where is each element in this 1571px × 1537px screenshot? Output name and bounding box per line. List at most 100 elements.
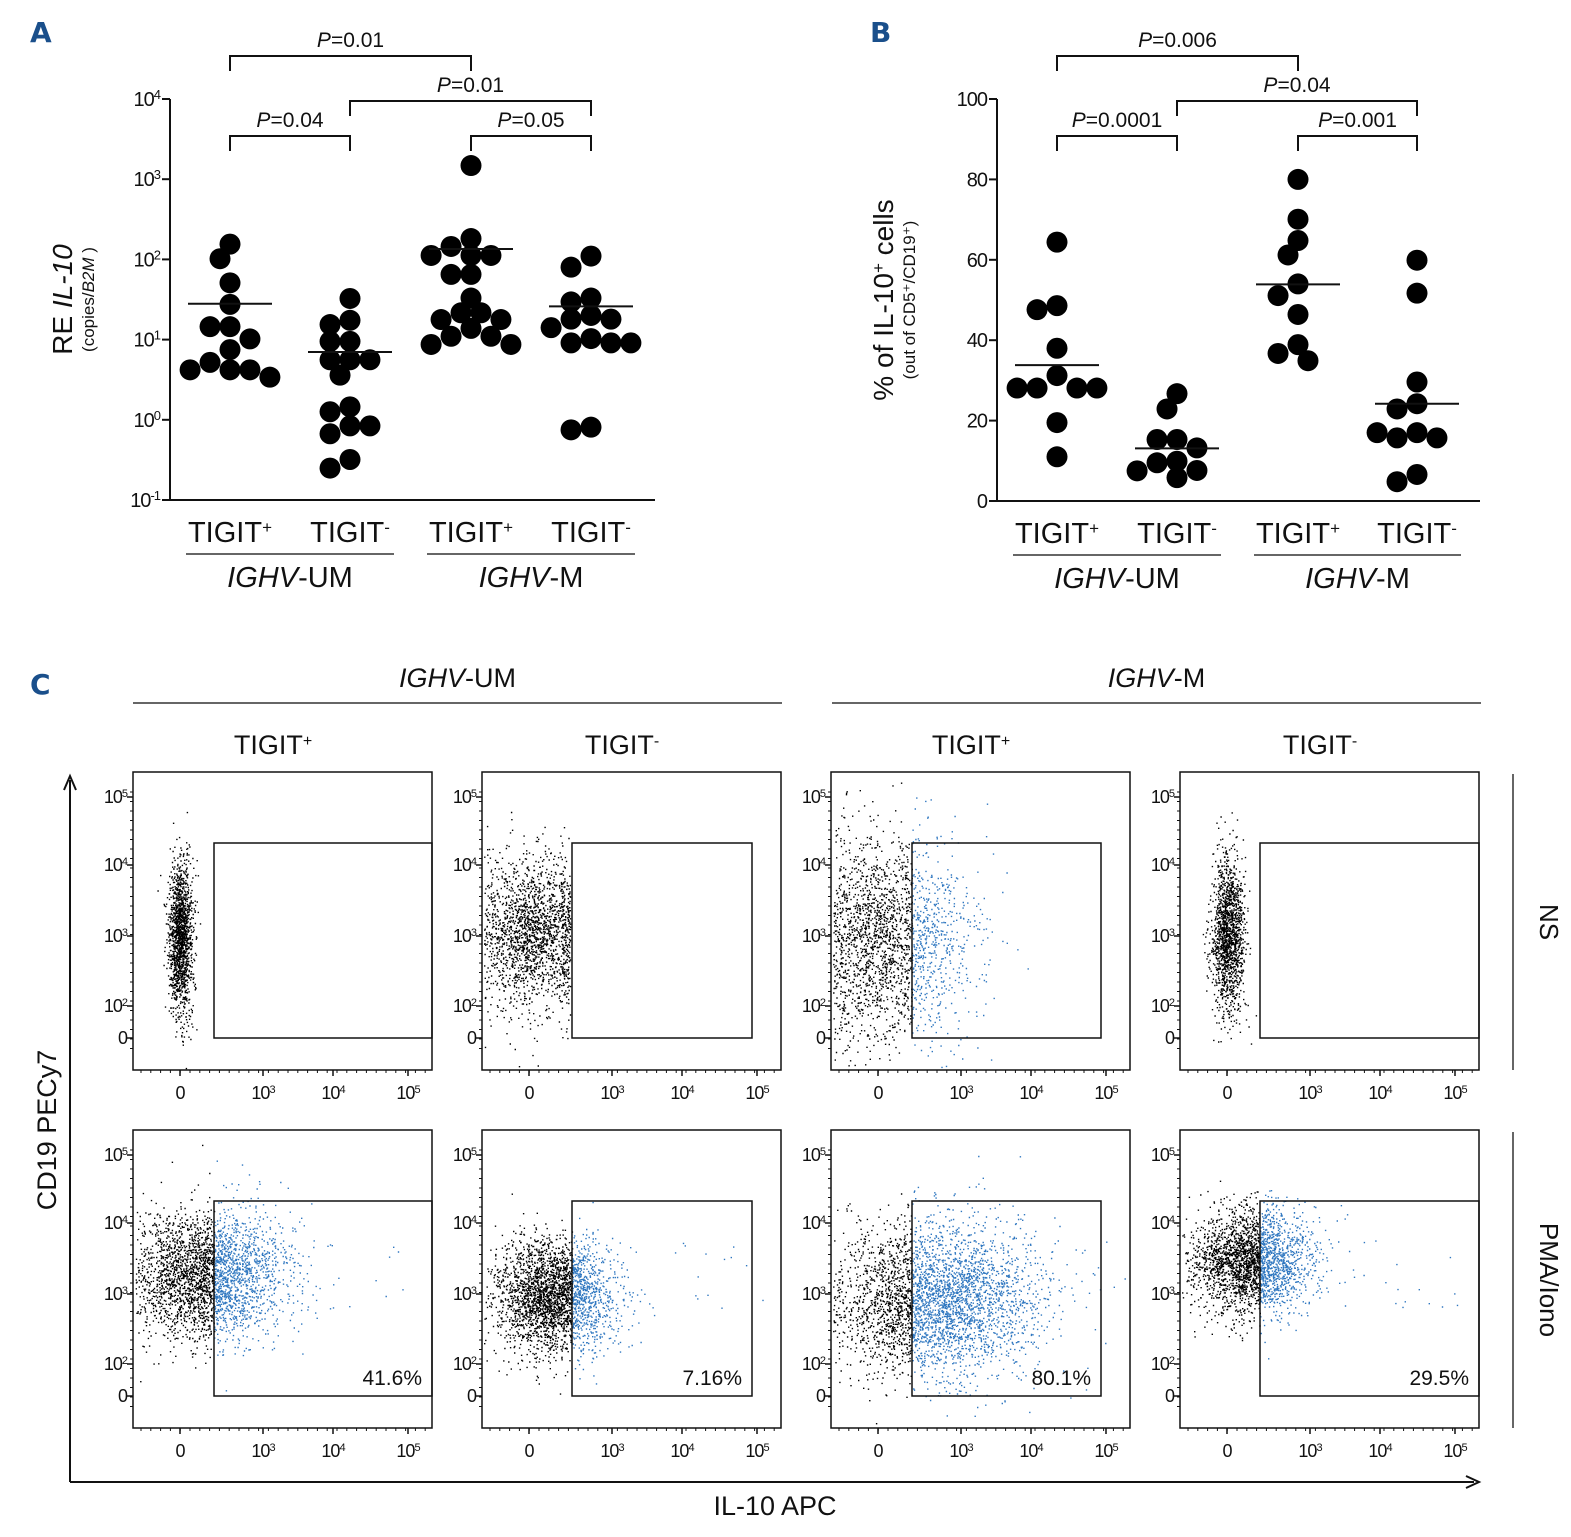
data-point <box>1086 377 1108 399</box>
significance-bracket <box>1176 100 1418 116</box>
y-tick-label: 102 <box>453 1354 477 1374</box>
y-tick-label: 103 <box>1151 926 1175 946</box>
plot-frame <box>1179 1129 1480 1429</box>
p-value-label: P=0.05 <box>497 109 564 132</box>
x-tick-label: 105 <box>1094 1441 1118 1461</box>
x-tick-label: 105 <box>745 1083 769 1103</box>
data-point <box>199 351 221 373</box>
data-point <box>1046 446 1068 468</box>
il10-gate <box>571 842 753 1039</box>
data-point <box>1406 422 1428 444</box>
x-tick-label: 105 <box>396 1441 420 1461</box>
data-point <box>1046 231 1068 253</box>
data-point <box>339 349 361 371</box>
plot-frame <box>1179 771 1480 1071</box>
y-tick-label: 102 <box>453 996 477 1016</box>
y-tick-label: 100 <box>134 407 161 432</box>
x-tick-label: 104 <box>1368 1083 1392 1103</box>
category-label: TIGIT- <box>310 517 390 549</box>
data-point <box>319 349 341 371</box>
x-tick-label: 104 <box>321 1083 345 1103</box>
data-point <box>1146 428 1168 450</box>
data-point <box>1386 471 1408 493</box>
il10-gate <box>911 842 1102 1039</box>
y-tick-label: 104 <box>104 1213 128 1233</box>
category-label: TIGIT- <box>1137 518 1217 550</box>
data-point <box>219 359 241 381</box>
significance-bracket <box>349 100 592 116</box>
data-point <box>1406 282 1428 304</box>
negative-event-dots <box>484 811 572 1068</box>
data-point <box>460 228 482 250</box>
data-point <box>1267 285 1289 307</box>
y-tick-label: 102 <box>1151 1354 1175 1374</box>
x-tick-label: 0 <box>524 1083 534 1103</box>
y-tick-label: 20 <box>967 411 988 433</box>
negative-event-dots <box>833 782 914 1067</box>
category-label: TIGIT+ <box>1256 518 1340 550</box>
y-tick-label: 104 <box>802 1213 826 1233</box>
data-point <box>239 328 261 350</box>
data-point <box>219 339 241 361</box>
p-value-label: P=0.04 <box>1263 74 1330 97</box>
x-tick-label: 104 <box>321 1441 345 1461</box>
y-tick-label: 10-1 <box>130 488 161 513</box>
flow-plot-r2-c1: 105 104 103 102 0 0 103 104 105 41.6% <box>104 1129 433 1461</box>
y-axis-arrowhead <box>63 773 77 791</box>
x-tick-label: 103 <box>600 1083 624 1103</box>
flow-plot-r1-c4: 105 104 103 102 0 0 103 104 105 <box>1151 771 1480 1103</box>
data-point <box>560 308 582 330</box>
panel-letter-c: C <box>30 668 51 701</box>
flow-plot-r1-c1: 105 104 103 102 0 0 103 104 105 <box>104 771 433 1103</box>
x-tick-label: 103 <box>600 1441 624 1461</box>
y-tick-label: 104 <box>453 1213 477 1233</box>
data-point <box>1386 427 1408 449</box>
x-tick-label: 104 <box>1368 1441 1392 1461</box>
data-point <box>440 263 462 285</box>
significance-bracket <box>229 135 351 151</box>
data-point <box>600 332 622 354</box>
significance-bracket <box>470 135 592 151</box>
data-point <box>1406 249 1428 271</box>
il10-gate <box>213 1200 433 1397</box>
data-point <box>1406 463 1428 485</box>
p-value-label: P=0.01 <box>317 29 384 52</box>
data-point <box>1366 422 1388 444</box>
negative-event-dots <box>157 811 202 1070</box>
y-tick-label: 103 <box>134 167 161 192</box>
y-tick-label: 104 <box>134 87 161 112</box>
data-point <box>1186 459 1208 481</box>
data-point <box>209 248 231 270</box>
plot-frame <box>830 771 1131 1071</box>
panel-b-dot-plot: 0 20 40 60 80 100 % of IL-10+ cells (out of CD5… <box>868 29 1480 595</box>
data-point <box>1426 427 1448 449</box>
data-point <box>1046 337 1068 359</box>
data-point <box>1006 377 1028 399</box>
il10-gate <box>1259 842 1480 1039</box>
data-point <box>1166 428 1188 450</box>
group-label: IGHV-UM <box>227 562 353 594</box>
panel-letter-b: B <box>870 16 892 49</box>
y-tick-label: 103 <box>453 926 477 946</box>
category-label: TIGIT- <box>551 517 631 549</box>
y-tick-label: 104 <box>1151 1213 1175 1233</box>
data-point <box>420 333 442 355</box>
negative-event-dots <box>1182 1180 1262 1342</box>
gate-percentage: 29.5% <box>1409 1367 1469 1390</box>
data-point <box>460 244 482 266</box>
y-tick-label: 0 <box>816 1386 826 1406</box>
negative-event-dots <box>135 1144 216 1383</box>
y-tick-label: 103 <box>104 1284 128 1304</box>
row-label: PMA/Iono <box>1534 1223 1564 1337</box>
significance-bracket <box>1056 135 1178 151</box>
data-point <box>460 155 482 177</box>
data-point <box>440 235 462 257</box>
data-point <box>430 309 452 331</box>
y-tick-label: 0 <box>816 1028 826 1048</box>
x-tick-label: 103 <box>251 1083 275 1103</box>
x-tick-label: 104 <box>670 1441 694 1461</box>
y-tick-label: 105 <box>802 1145 826 1165</box>
data-point <box>1297 350 1319 372</box>
data-point <box>1166 450 1188 472</box>
